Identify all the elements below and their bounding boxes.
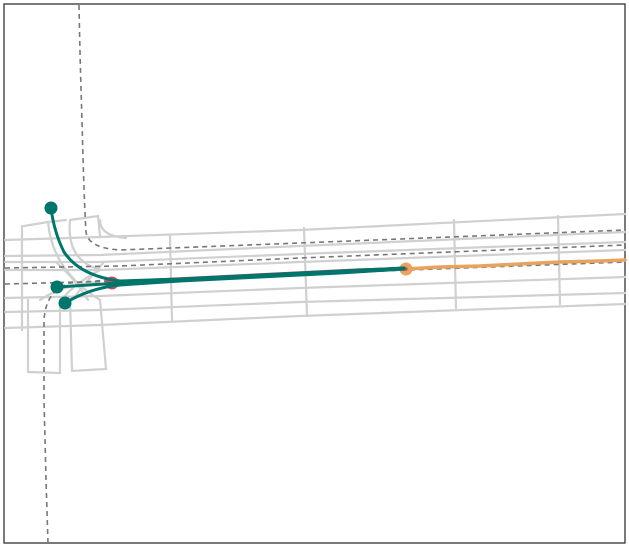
predicted-endpoint	[58, 296, 72, 310]
lane-boundary	[3, 302, 627, 330]
lane-boundary	[3, 291, 627, 314]
lane-boundary	[3, 230, 627, 258]
lane-boundary	[68, 214, 102, 238]
lane-boundary	[98, 218, 128, 240]
predicted-endpoint	[44, 201, 58, 215]
centerline	[4, 261, 626, 285]
predicted-trajectory	[49, 206, 406, 283]
lane-boundary	[3, 240, 627, 264]
lane-boundary	[54, 260, 90, 302]
lane-boundary	[3, 248, 627, 272]
lane-boundary	[38, 280, 98, 302]
lane-boundary	[68, 298, 108, 373]
centerline	[78, 4, 626, 251]
history-trajectory	[404, 258, 627, 271]
predicted-trajectories	[49, 206, 406, 305]
predicted-endpoint	[50, 280, 64, 294]
centerline	[4, 244, 626, 269]
lane-centerlines	[4, 4, 626, 544]
segment-divider	[452, 218, 458, 310]
lane-boundary	[68, 218, 104, 272]
lane-boundary	[46, 220, 102, 302]
lane-boundary	[3, 212, 627, 242]
segment-divider	[556, 214, 562, 306]
predicted-trajectory	[63, 267, 406, 305]
lane-boundary	[26, 298, 62, 375]
lane-boundary	[3, 275, 627, 300]
